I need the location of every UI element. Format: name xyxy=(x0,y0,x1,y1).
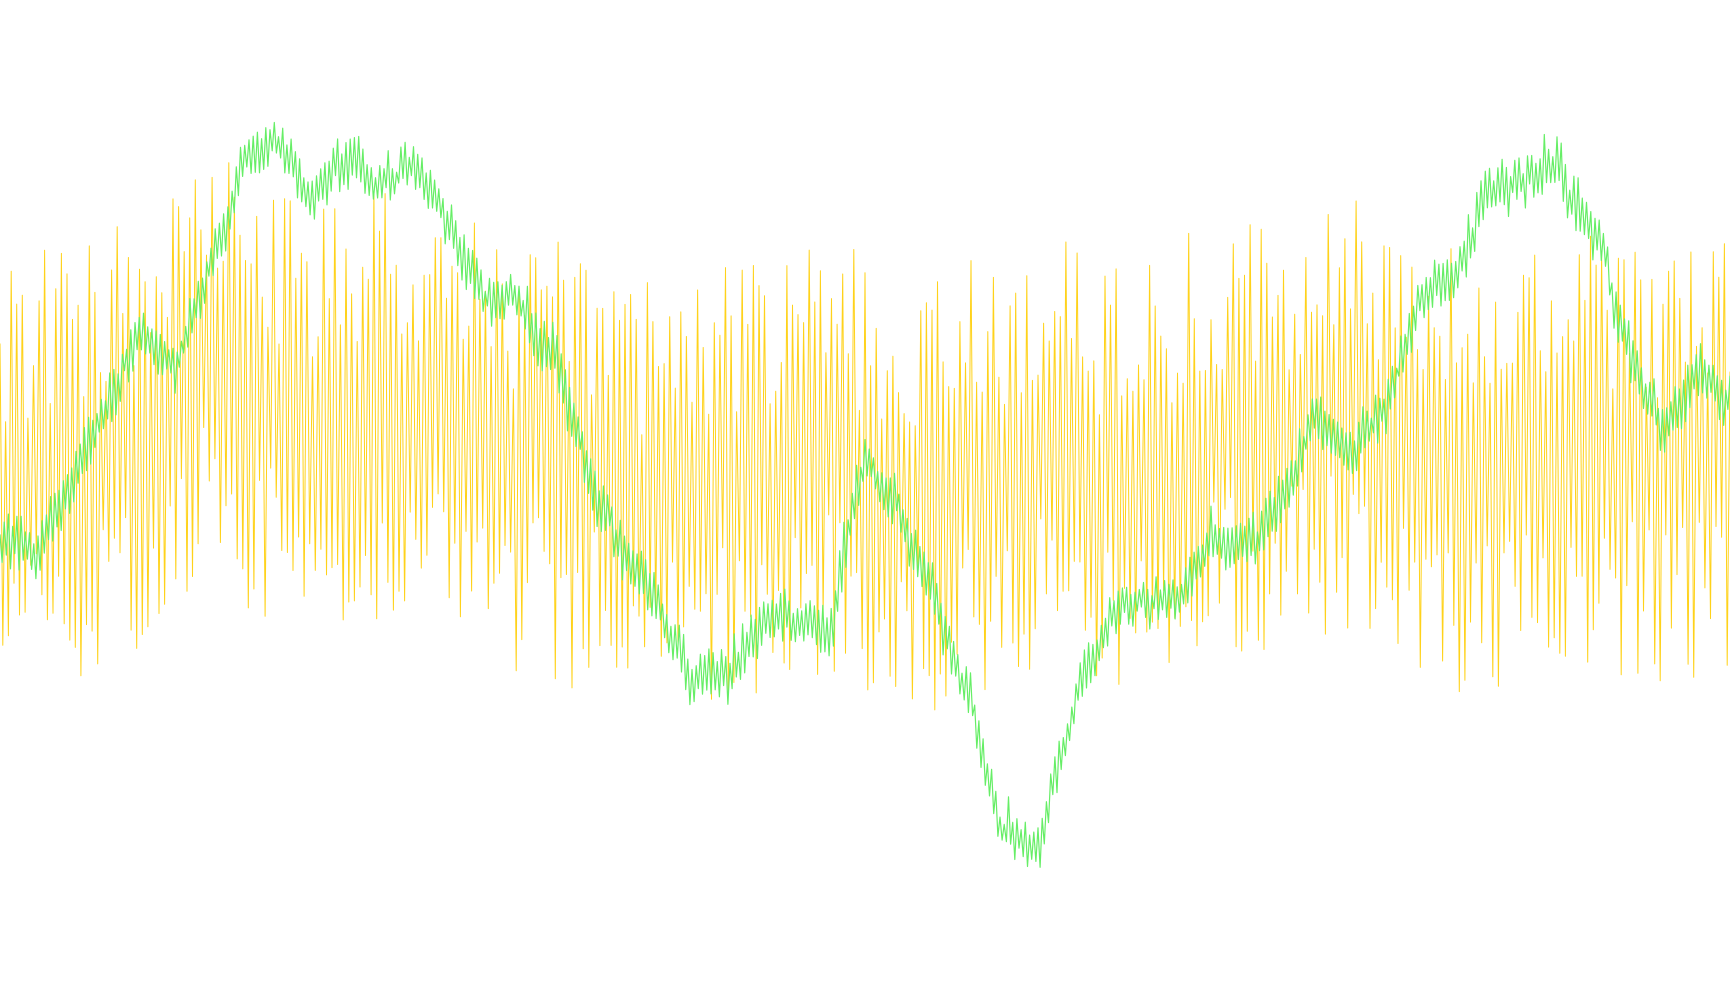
series-layer xyxy=(0,121,1730,868)
series-line-yellow xyxy=(0,162,1730,711)
series-line-green xyxy=(0,121,1730,868)
